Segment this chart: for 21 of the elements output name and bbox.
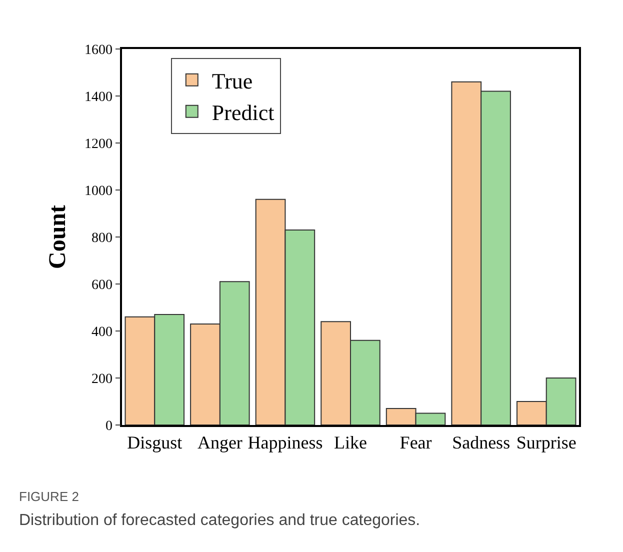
legend-label: Predict <box>212 100 274 126</box>
text: Distribution of forecasted categories and true categories. <box>19 512 420 529</box>
y-tick-label: 600 <box>91 278 112 293</box>
x-tick-label: Sadness <box>452 432 510 452</box>
y-tick-label: 400 <box>91 324 112 340</box>
x-tick-label: Anger <box>197 432 242 452</box>
y-tick-label: 800 <box>91 230 112 246</box>
y-tick-label: 200 <box>91 372 112 387</box>
y-tick-label: 1200 <box>84 136 112 152</box>
x-tick-label: Like <box>334 432 367 452</box>
y-tick-label: 0 <box>105 418 112 434</box>
y-tick-label: 1000 <box>84 184 112 199</box>
x-tick-label: Disgust <box>127 432 182 452</box>
caption: FIGURE 2 <box>19 489 79 504</box>
y-tick-label: 1600 <box>84 42 112 58</box>
x-tick-label: Surprise <box>516 432 576 452</box>
legend-label: True <box>212 68 253 94</box>
y-axis-title: Count <box>45 204 72 270</box>
x-tick-label: Fear <box>400 432 432 452</box>
y-tick-label: 1400 <box>84 90 112 105</box>
x-tick-label: Happiness <box>248 432 323 452</box>
